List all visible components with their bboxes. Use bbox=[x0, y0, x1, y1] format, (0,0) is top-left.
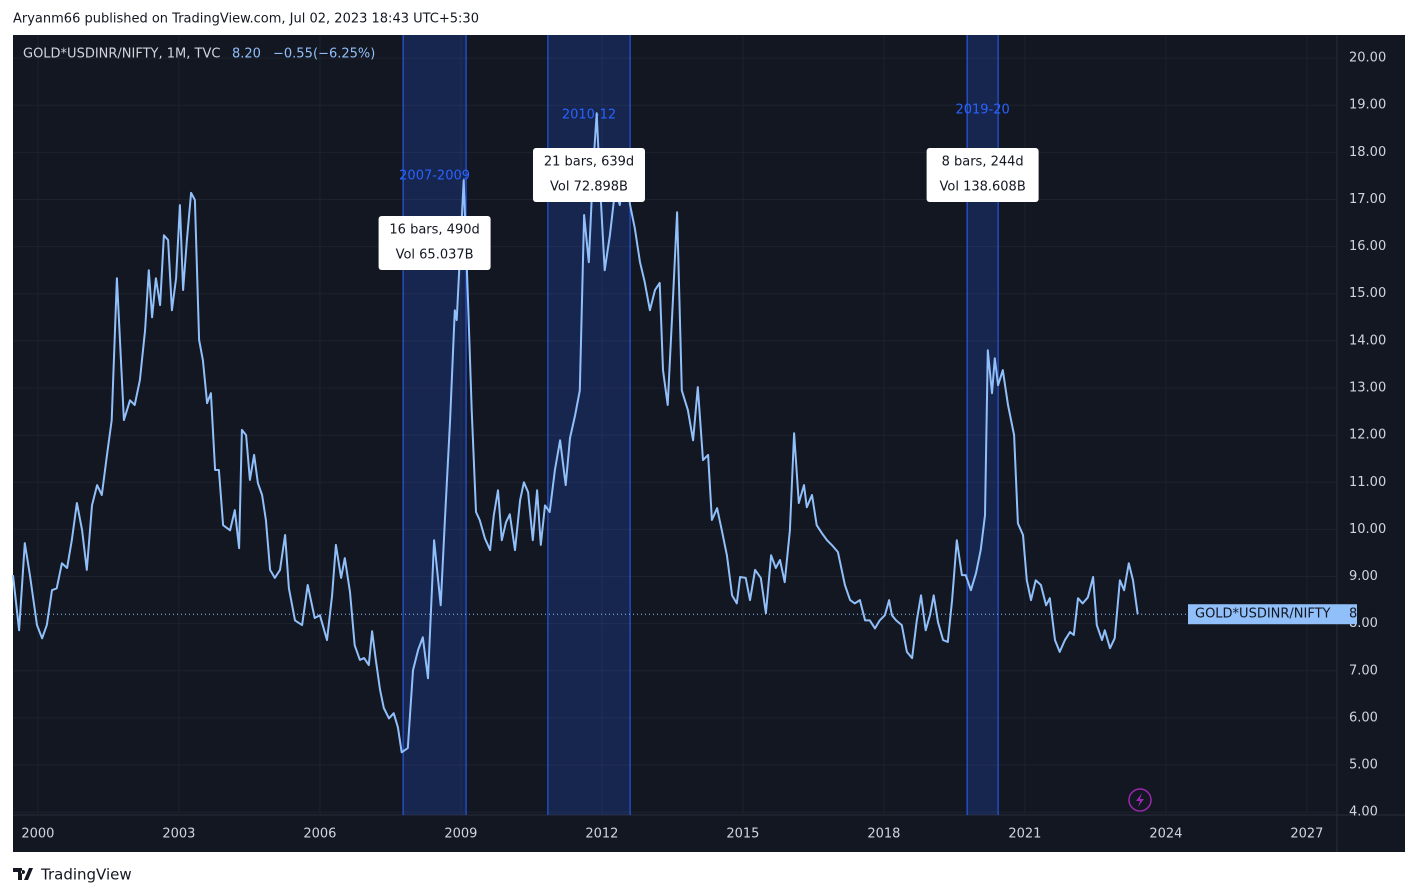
measure-volume: Vol 138.608B bbox=[939, 180, 1025, 195]
y-tick-label: 18.00 bbox=[1349, 145, 1386, 160]
region-label: 2010-12 bbox=[562, 108, 616, 123]
y-tick-label: 15.00 bbox=[1349, 286, 1386, 301]
x-tick-label: 2027 bbox=[1290, 827, 1323, 842]
measure-bars: 21 bars, 639d bbox=[544, 155, 634, 170]
y-tick-label: 17.00 bbox=[1349, 192, 1386, 207]
y-tick-label: 6.00 bbox=[1349, 710, 1378, 725]
y-tick-label: 11.00 bbox=[1349, 475, 1386, 490]
price-tag-name: GOLD*USDINR/NIFTY bbox=[1195, 607, 1331, 622]
legend-title: GOLD*USDINR/NIFTY, 1M, TVC bbox=[23, 47, 220, 62]
y-tick-label: 10.00 bbox=[1349, 522, 1386, 537]
x-tick-label: 2024 bbox=[1149, 827, 1182, 842]
measure-bars: 16 bars, 490d bbox=[389, 223, 479, 238]
legend-change: −0.55 bbox=[273, 47, 313, 62]
price-line bbox=[12, 112, 1139, 754]
measure-box bbox=[926, 148, 1039, 202]
measure-bars: 8 bars, 244d bbox=[942, 155, 1024, 170]
chart-background bbox=[13, 35, 1405, 852]
y-tick-label: 9.00 bbox=[1349, 569, 1378, 584]
x-tick-label: 2012 bbox=[585, 827, 618, 842]
measure-box bbox=[532, 148, 645, 202]
y-tick-label: 20.00 bbox=[1349, 51, 1386, 66]
measure-box bbox=[378, 216, 491, 270]
y-tick-label: 19.00 bbox=[1349, 98, 1386, 113]
legend-change-pct: (−6.25%) bbox=[313, 47, 375, 62]
x-tick-label: 2006 bbox=[303, 827, 336, 842]
footer-brand: TradingView bbox=[40, 866, 132, 884]
y-tick-label: 4.00 bbox=[1349, 805, 1378, 820]
x-tick-label: 2018 bbox=[867, 827, 900, 842]
measure-volume: Vol 65.037B bbox=[396, 248, 474, 263]
y-tick-label: 12.00 bbox=[1349, 428, 1386, 443]
x-tick-label: 2009 bbox=[444, 827, 477, 842]
y-tick-label: 5.00 bbox=[1349, 758, 1378, 773]
x-tick-label: 2015 bbox=[726, 827, 759, 842]
y-tick-label: 16.00 bbox=[1349, 239, 1386, 254]
y-tick-label: 14.00 bbox=[1349, 333, 1386, 348]
y-tick-label: 7.00 bbox=[1349, 663, 1378, 678]
region-label: 2007-2009 bbox=[399, 169, 470, 184]
x-tick-label: 2000 bbox=[21, 827, 54, 842]
date-range-region bbox=[403, 35, 467, 815]
price-tag-value: 8.20 bbox=[1349, 607, 1378, 622]
publish-header: Aryanm66 published on TradingView.com, J… bbox=[13, 12, 479, 27]
measure-volume: Vol 72.898B bbox=[550, 180, 628, 195]
x-tick-label: 2021 bbox=[1008, 827, 1041, 842]
y-tick-label: 13.00 bbox=[1349, 381, 1386, 396]
legend-last: 8.20 bbox=[232, 47, 261, 62]
x-tick-label: 2003 bbox=[162, 827, 195, 842]
price-tag bbox=[1188, 604, 1357, 625]
tradingview-logo bbox=[13, 868, 33, 880]
region-label: 2019-20 bbox=[955, 103, 1009, 118]
lightning-icon bbox=[1128, 788, 1152, 812]
